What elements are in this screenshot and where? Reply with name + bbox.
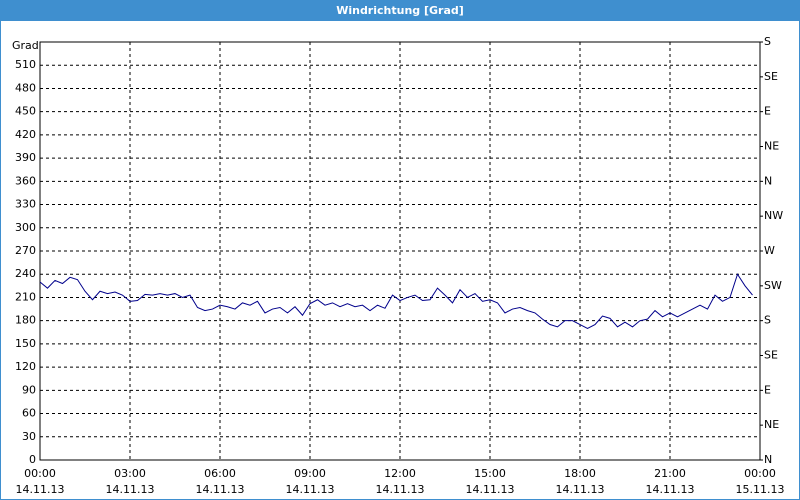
y-tick-label: 330 (15, 198, 36, 211)
chart-title: Windrichtung [Grad] (336, 4, 464, 17)
y2-tick-label: NE (764, 140, 779, 153)
x-tick-label: 06:00 (204, 467, 236, 480)
y-tick-label: 360 (15, 174, 36, 187)
y-tick-label: 480 (15, 81, 36, 94)
y-tick-label: 60 (22, 407, 36, 420)
y-tick-label: 150 (15, 337, 36, 350)
x-tick-date: 14.11.13 (106, 483, 155, 496)
y2-tick-label: S (764, 35, 771, 48)
x-tick-label: 15:00 (474, 467, 506, 480)
y2-tick-label: W (764, 244, 775, 257)
y2-tick-label: N (764, 174, 772, 187)
y-tick-label: 0 (29, 453, 36, 466)
y2-tick-label: NW (764, 209, 783, 222)
y-tick-label: 180 (15, 314, 36, 327)
y-tick-label: 90 (22, 383, 36, 396)
x-tick-label: 09:00 (294, 467, 326, 480)
y-axis-label: Grad (12, 39, 39, 52)
y-tick-label: 240 (15, 267, 36, 280)
y-tick-label: 390 (15, 151, 36, 164)
x-tick-label: 21:00 (654, 467, 686, 480)
y-tick-label: 510 (15, 58, 36, 71)
x-tick-date: 14.11.13 (466, 483, 515, 496)
y2-tick-label: NE (764, 418, 779, 431)
data-line (39, 273, 753, 329)
x-tick-date: 14.11.13 (556, 483, 605, 496)
x-tick-date: 14.11.13 (646, 483, 695, 496)
x-tick-date: 14.11.13 (16, 483, 65, 496)
y2-tick-label: E (764, 105, 771, 118)
y-tick-label: 210 (15, 290, 36, 303)
y-tick-label: 450 (15, 105, 36, 118)
y-tick-label: 30 (22, 430, 36, 443)
title-bar (0, 0, 800, 21)
x-tick-date: 15.11.13 (736, 483, 785, 496)
x-tick-label: 00:00 (744, 467, 776, 480)
y2-tick-label: N (764, 453, 772, 466)
y2-tick-label: SE (764, 70, 778, 83)
x-tick-date: 14.11.13 (376, 483, 425, 496)
y2-tick-label: SW (764, 279, 782, 292)
y2-tick-label: S (764, 314, 771, 327)
y-tick-label: 270 (15, 244, 36, 257)
y-tick-label: 120 (15, 360, 36, 373)
x-tick-label: 03:00 (114, 467, 146, 480)
y2-tick-label: SE (764, 349, 778, 362)
plot-border (39, 41, 761, 461)
y2-tick-label: E (764, 383, 771, 396)
x-tick-date: 14.11.13 (286, 483, 335, 496)
y-tick-label: 420 (15, 128, 36, 141)
x-tick-label: 00:00 (24, 467, 56, 480)
x-tick-label: 18:00 (564, 467, 596, 480)
x-tick-label: 12:00 (384, 467, 416, 480)
y-tick-label: 300 (15, 221, 36, 234)
x-tick-date: 14.11.13 (196, 483, 245, 496)
